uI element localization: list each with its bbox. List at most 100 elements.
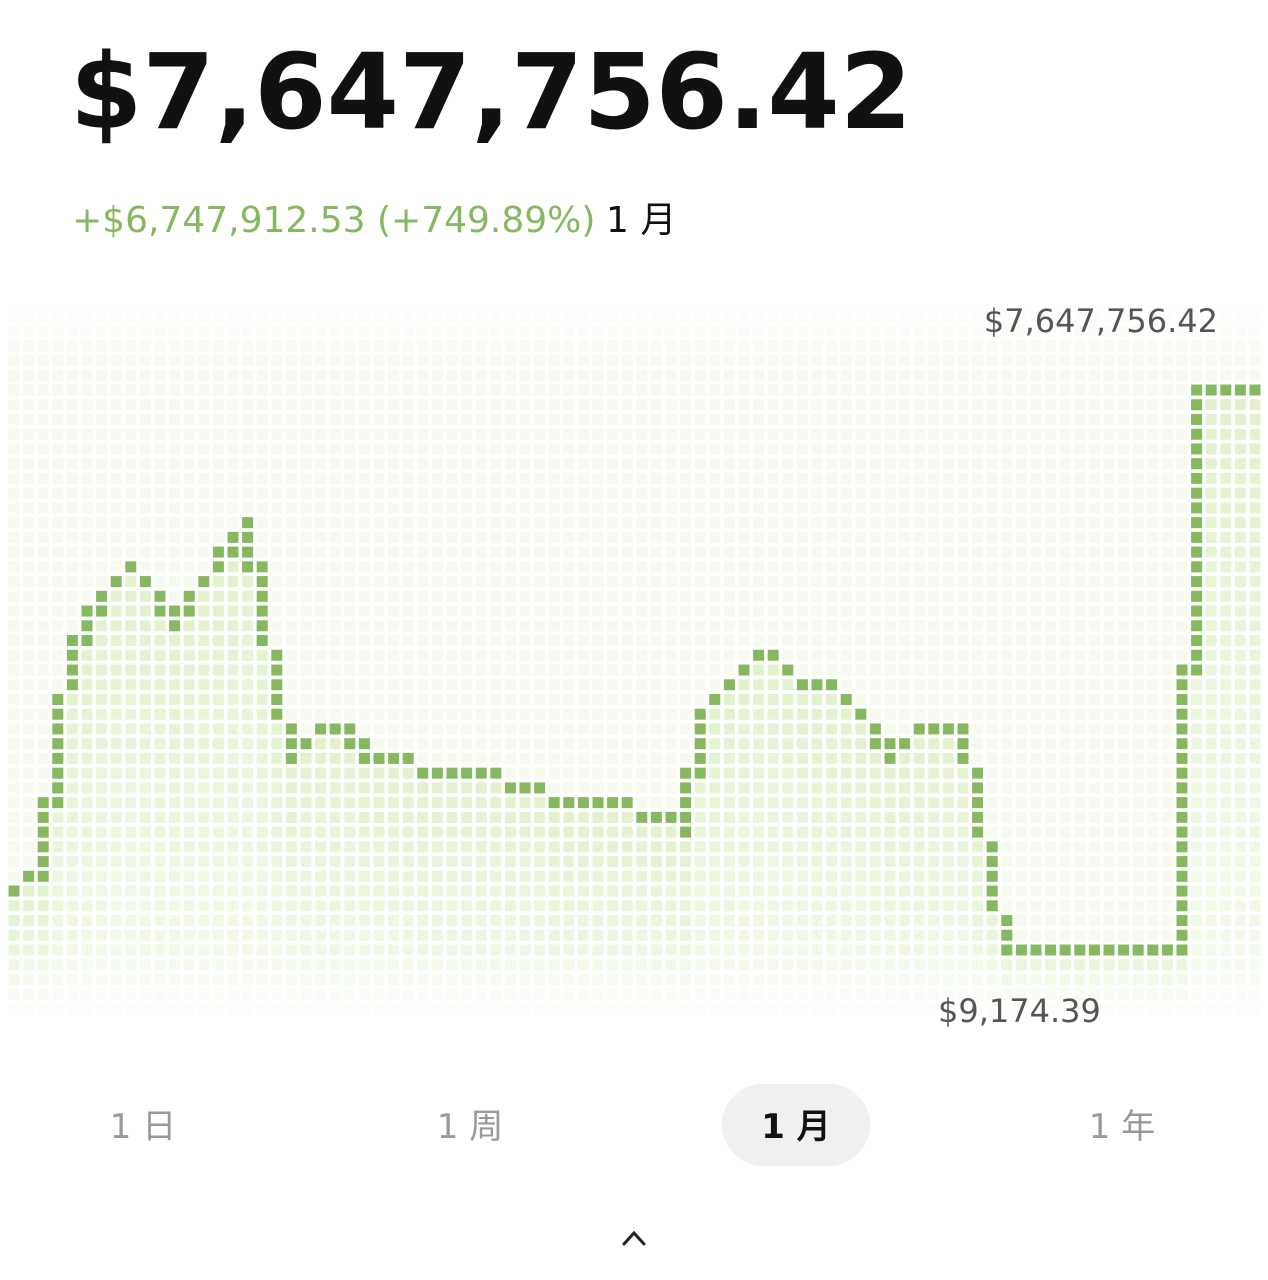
line-column [1147,944,1159,956]
line-cell [285,752,297,764]
line-column [256,561,268,647]
tab[interactable]: 1 周 [437,1107,503,1147]
grid-cell [66,929,78,941]
grid-cell [534,885,546,897]
grid-cell [1045,1003,1057,1015]
grid-cell [198,664,210,676]
grid-cell [81,517,93,529]
grid-cell [8,811,20,823]
grid-cell [446,693,458,705]
grid-cell [300,885,312,897]
grid-cell [315,826,327,838]
line-column [650,811,662,823]
grid-cell [461,428,473,440]
grid-cell [548,355,560,367]
grid-cell [52,620,64,632]
grid-cell [227,635,239,647]
tab[interactable]: 1 日 [110,1107,176,1147]
grid-cell [709,826,721,838]
tab[interactable]: 1 月 [761,1107,831,1147]
grid-cell [650,679,662,691]
grid-cell [402,959,414,971]
expand-caret[interactable] [622,1230,646,1246]
grid-cell [81,472,93,484]
grid-cell [490,369,502,381]
grid-cell [899,988,911,1000]
grid-cell [694,620,706,632]
line-cell [66,664,78,676]
grid-cell [285,679,297,691]
grid-cell [826,811,838,823]
grid-cell [315,929,327,941]
grid-cell [942,944,954,956]
grid-cell [942,546,954,558]
grid-cell [957,929,969,941]
grid-cell [665,841,677,853]
grid-cell [1015,340,1027,352]
grid-cell [358,782,370,794]
grid-cell [1103,620,1115,632]
grid-cell [96,856,108,868]
grid-cell [650,664,662,676]
grid-cell [1001,988,1013,1000]
grid-cell [650,723,662,735]
grid-cell [840,413,852,425]
grid-cell [723,355,735,367]
grid-cell [826,988,838,1000]
grid-cell [1103,679,1115,691]
grid-cell [446,472,458,484]
line-cell [1191,458,1203,470]
grid-cell [899,841,911,853]
grid-cell [1088,988,1100,1000]
grid-cell [1118,767,1130,779]
line-cell [1191,399,1203,411]
grid-cell [650,413,662,425]
grid-cell [665,752,677,764]
grid-cell [1147,826,1159,838]
grid-cell [388,723,400,735]
grid-cell [607,885,619,897]
grid-cell [1045,885,1057,897]
grid-cell [139,369,151,381]
grid-cell [826,325,838,337]
grid-cell [592,340,604,352]
line-cell [81,605,93,617]
grid-cell [256,723,268,735]
grid-cell [329,973,341,985]
grid-cell [1147,959,1159,971]
grid-cell [1132,826,1144,838]
grid-cell [782,355,794,367]
grid-cell [855,487,867,499]
grid-cell [1220,752,1232,764]
grid-cell [1249,546,1261,558]
grid-cell [519,723,531,735]
grid-cell [37,988,49,1000]
grid-cell [826,826,838,838]
grid-cell [548,458,560,470]
grid-cell [1074,841,1086,853]
grid-cell [1191,369,1203,381]
tab[interactable]: 1 年 [1089,1107,1155,1147]
line-cell [519,782,531,794]
grid-cell [1074,856,1086,868]
line-cell [1001,915,1013,927]
grid-cell [212,782,224,794]
grid-cell [461,723,473,735]
grid-cell [1118,428,1130,440]
grid-cell [548,472,560,484]
grid-cell [650,635,662,647]
grid-cell [738,738,750,750]
grid-cell [125,458,137,470]
grid-cell [198,959,210,971]
grid-cell [519,546,531,558]
grid-cell [461,546,473,558]
grid-cell [986,959,998,971]
grid-cell [344,472,356,484]
grid-cell [300,487,312,499]
line-column [402,752,414,764]
grid-cell [285,944,297,956]
grid-cell [899,472,911,484]
grid-cell [680,605,692,617]
grid-cell [913,413,925,425]
grid-cell [212,620,224,632]
